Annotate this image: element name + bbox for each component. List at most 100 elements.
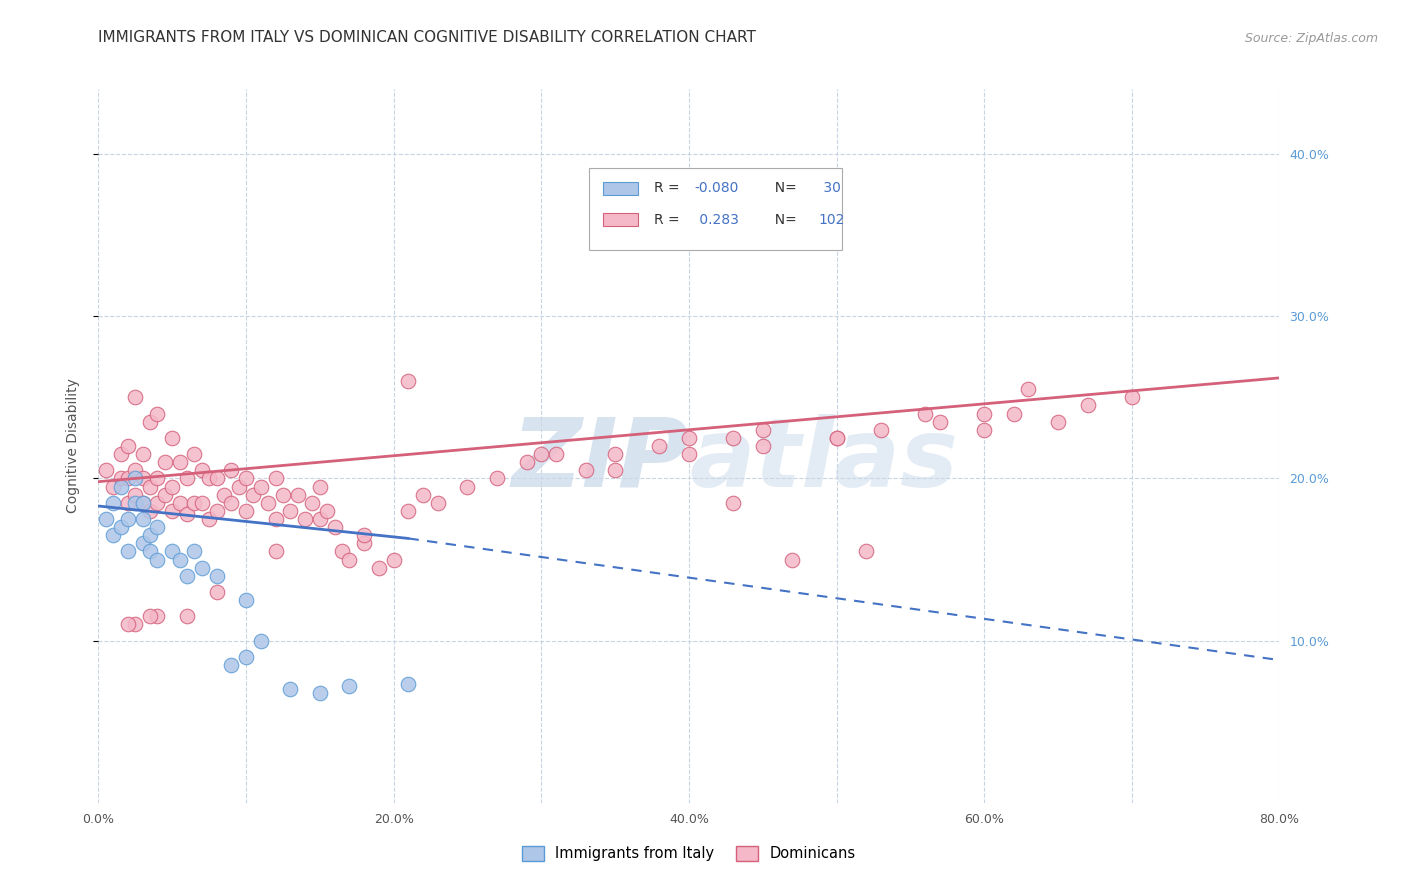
Point: [530, 447, 553, 461]
Point: [309, 685, 332, 699]
Text: N=: N=: [766, 213, 801, 227]
Point: [353, 536, 375, 550]
Point: [176, 471, 198, 485]
Point: [264, 471, 287, 485]
Point: [280, 504, 302, 518]
Point: [124, 390, 146, 404]
Point: [339, 679, 361, 693]
Point: [412, 488, 434, 502]
Point: [117, 544, 139, 558]
Legend: Immigrants from Italy, Dominicans: Immigrants from Italy, Dominicans: [516, 839, 862, 867]
Point: [1077, 399, 1099, 413]
Point: [132, 496, 155, 510]
Point: [139, 504, 162, 518]
Text: -0.080: -0.080: [695, 181, 740, 195]
Point: [117, 617, 139, 632]
Text: Source: ZipAtlas.com: Source: ZipAtlas.com: [1244, 31, 1378, 45]
Point: [110, 447, 132, 461]
Point: [235, 504, 257, 518]
Point: [162, 544, 183, 558]
Point: [124, 496, 146, 510]
Point: [825, 431, 848, 445]
Text: ZIP: ZIP: [510, 414, 689, 507]
Point: [146, 520, 169, 534]
Point: [242, 488, 264, 502]
Point: [162, 504, 183, 518]
Point: [198, 471, 221, 485]
Point: [825, 431, 848, 445]
Point: [914, 407, 936, 421]
Point: [110, 479, 132, 493]
Point: [264, 544, 287, 558]
Point: [183, 447, 205, 461]
Point: [323, 520, 346, 534]
Point: [153, 455, 176, 469]
Point: [205, 471, 228, 485]
Point: [139, 544, 162, 558]
FancyBboxPatch shape: [603, 213, 638, 227]
Point: [855, 544, 877, 558]
Point: [153, 488, 176, 502]
Point: [1018, 382, 1040, 396]
Point: [457, 479, 479, 493]
Point: [117, 512, 139, 526]
Text: 30: 30: [818, 181, 841, 195]
Y-axis label: Cognitive Disability: Cognitive Disability: [66, 378, 80, 514]
Point: [221, 496, 243, 510]
Point: [117, 439, 139, 453]
Point: [973, 407, 995, 421]
Point: [271, 488, 294, 502]
Point: [330, 544, 353, 558]
Point: [309, 512, 332, 526]
Point: [301, 496, 323, 510]
Point: [516, 455, 538, 469]
Point: [1046, 415, 1070, 429]
Point: [132, 496, 155, 510]
Point: [139, 415, 162, 429]
Point: [124, 488, 146, 502]
Text: R =: R =: [654, 181, 683, 195]
Point: [124, 617, 146, 632]
Point: [648, 439, 671, 453]
Point: [117, 496, 139, 510]
Point: [191, 560, 214, 574]
Point: [546, 447, 568, 461]
Point: [132, 536, 155, 550]
Point: [110, 520, 132, 534]
Point: [1121, 390, 1143, 404]
Point: [250, 633, 273, 648]
Point: [678, 447, 700, 461]
Point: [929, 415, 952, 429]
Point: [183, 544, 205, 558]
Point: [257, 496, 280, 510]
Point: [176, 568, 198, 582]
Point: [191, 463, 214, 477]
Point: [235, 649, 257, 664]
Text: N=: N=: [766, 181, 801, 195]
Point: [221, 657, 243, 672]
Point: [132, 471, 155, 485]
Point: [162, 479, 183, 493]
Point: [605, 463, 627, 477]
Point: [398, 677, 420, 691]
Point: [382, 552, 405, 566]
Point: [205, 504, 228, 518]
Point: [235, 593, 257, 607]
Point: [398, 374, 420, 388]
Point: [103, 496, 125, 510]
Point: [132, 512, 155, 526]
Point: [146, 471, 169, 485]
Point: [294, 512, 316, 526]
Point: [353, 528, 375, 542]
Point: [103, 479, 125, 493]
Point: [280, 682, 302, 697]
Point: [678, 431, 700, 445]
Point: [605, 447, 627, 461]
Point: [139, 528, 162, 542]
Point: [146, 609, 169, 624]
Point: [124, 463, 146, 477]
Point: [205, 585, 228, 599]
Point: [782, 552, 804, 566]
Point: [205, 568, 228, 582]
Point: [191, 496, 214, 510]
